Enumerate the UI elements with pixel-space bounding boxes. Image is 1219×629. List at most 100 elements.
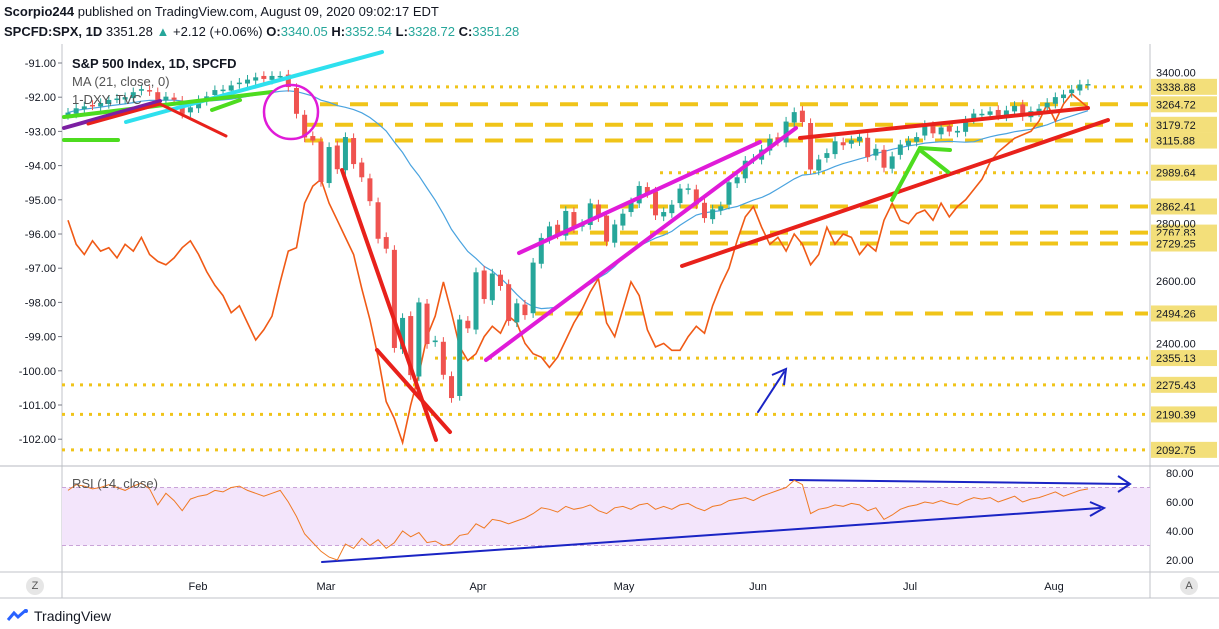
candle-body bbox=[963, 120, 969, 132]
candle-body bbox=[228, 85, 234, 91]
dxy-tick-label: -96.00 bbox=[25, 229, 56, 241]
level-label: 2729.25 bbox=[1156, 239, 1196, 251]
candle-body bbox=[808, 123, 814, 170]
trend-line-purple bbox=[62, 99, 162, 130]
close-label: C: bbox=[458, 24, 473, 39]
candle-body bbox=[587, 203, 593, 226]
candle-body bbox=[710, 209, 716, 220]
candle-body bbox=[342, 137, 348, 171]
candle-body bbox=[122, 97, 128, 100]
rsi-tick-label: 20.00 bbox=[1166, 555, 1194, 567]
candle-body bbox=[857, 136, 863, 142]
candle-body bbox=[138, 89, 144, 91]
candle-body bbox=[277, 75, 283, 78]
zoom-reset-button[interactable]: Z bbox=[26, 577, 44, 595]
rsi-tick-label: 80.00 bbox=[1166, 468, 1194, 480]
candle-body bbox=[245, 79, 251, 84]
candle-body bbox=[653, 191, 659, 216]
candle-body bbox=[538, 237, 544, 264]
candle-body bbox=[440, 341, 446, 375]
candle-body bbox=[98, 103, 104, 107]
auto-scale-button[interactable]: A bbox=[1180, 577, 1198, 595]
candle-body bbox=[824, 153, 830, 158]
level-tag bbox=[1151, 198, 1217, 215]
candle-body bbox=[995, 109, 1001, 116]
candle-body bbox=[367, 178, 373, 202]
candle-body bbox=[318, 141, 324, 183]
dxy-tick-label: -101.00 bbox=[19, 400, 56, 412]
candle-body bbox=[106, 99, 112, 104]
level-label: 2355.13 bbox=[1156, 353, 1196, 365]
candle-body bbox=[481, 270, 487, 300]
candle-body bbox=[1003, 110, 1009, 117]
trend-line-green bbox=[918, 146, 952, 152]
candle-body bbox=[946, 125, 952, 132]
candle-body bbox=[742, 160, 748, 179]
level-label: 2190.39 bbox=[1156, 409, 1196, 421]
candle-body bbox=[563, 210, 569, 236]
highlight-circle bbox=[262, 83, 320, 141]
candle-body bbox=[865, 137, 871, 158]
candle-body bbox=[269, 75, 275, 80]
candle-body bbox=[522, 304, 528, 316]
candle-body bbox=[302, 114, 308, 138]
trend-line-red bbox=[158, 102, 228, 138]
candle-body bbox=[220, 89, 226, 92]
candle-body bbox=[310, 136, 316, 141]
candle-body bbox=[1020, 104, 1026, 117]
dxy-tick-label: -100.00 bbox=[19, 366, 56, 378]
time-tick-label: Mar bbox=[317, 581, 336, 593]
time-tick-label: Feb bbox=[189, 581, 208, 593]
trend-line-cyan bbox=[124, 50, 384, 124]
candle-body bbox=[400, 317, 406, 350]
dxy-tick-label: -98.00 bbox=[25, 297, 56, 309]
level-label: 2862.41 bbox=[1156, 201, 1196, 213]
trend-line-magenta bbox=[517, 140, 762, 255]
candle-body bbox=[497, 274, 503, 287]
candle-body bbox=[889, 156, 895, 169]
time-tick-label: Jun bbox=[749, 581, 767, 593]
candle-body bbox=[897, 144, 903, 155]
trend-line-red bbox=[86, 102, 162, 126]
candle-body bbox=[677, 188, 683, 204]
candle-body bbox=[408, 316, 414, 376]
level-label: 2092.75 bbox=[1156, 445, 1196, 457]
candle-body bbox=[236, 82, 242, 85]
level-tag bbox=[1151, 96, 1217, 113]
candle-body bbox=[359, 162, 365, 178]
candle-body bbox=[644, 187, 650, 194]
price-tick-label: 3400.00 bbox=[1156, 68, 1196, 80]
price-tick-label: 2600.00 bbox=[1156, 276, 1196, 288]
candle-body bbox=[391, 249, 397, 348]
trend-line-red bbox=[375, 348, 452, 434]
level-tag bbox=[1151, 305, 1217, 322]
candle-body bbox=[457, 319, 463, 396]
trend-line-red bbox=[340, 168, 438, 442]
candle-body bbox=[914, 137, 920, 142]
up-arrow-icon: ▲ bbox=[156, 24, 170, 39]
candle-body bbox=[816, 159, 822, 171]
legend-title: S&P 500 Index, 1D, SPCFD bbox=[72, 56, 237, 71]
candle-body bbox=[905, 140, 911, 146]
candle-body bbox=[383, 237, 389, 249]
dxy-tick-label: -102.00 bbox=[19, 434, 56, 446]
level-tag bbox=[1151, 78, 1217, 95]
candle-body bbox=[840, 142, 846, 146]
candle-body bbox=[489, 273, 495, 301]
candle-body bbox=[473, 272, 479, 330]
candle-body bbox=[987, 111, 993, 115]
rsi-line bbox=[67, 479, 1089, 561]
low-value: 3328.72 bbox=[407, 24, 455, 39]
candle-body bbox=[555, 224, 561, 235]
level-tag bbox=[1151, 441, 1217, 458]
legend-ma: MA (21, close, 0) bbox=[72, 74, 170, 89]
candle-body bbox=[212, 90, 218, 95]
rsi-arrow-head bbox=[1117, 475, 1132, 493]
candle-body bbox=[424, 303, 430, 345]
candle-body bbox=[546, 226, 552, 240]
time-tick-label: Jul bbox=[903, 581, 917, 593]
time-tick-label: Apr bbox=[469, 581, 486, 593]
dxy-tick-label: -95.00 bbox=[25, 195, 56, 207]
candle-body bbox=[979, 113, 985, 116]
